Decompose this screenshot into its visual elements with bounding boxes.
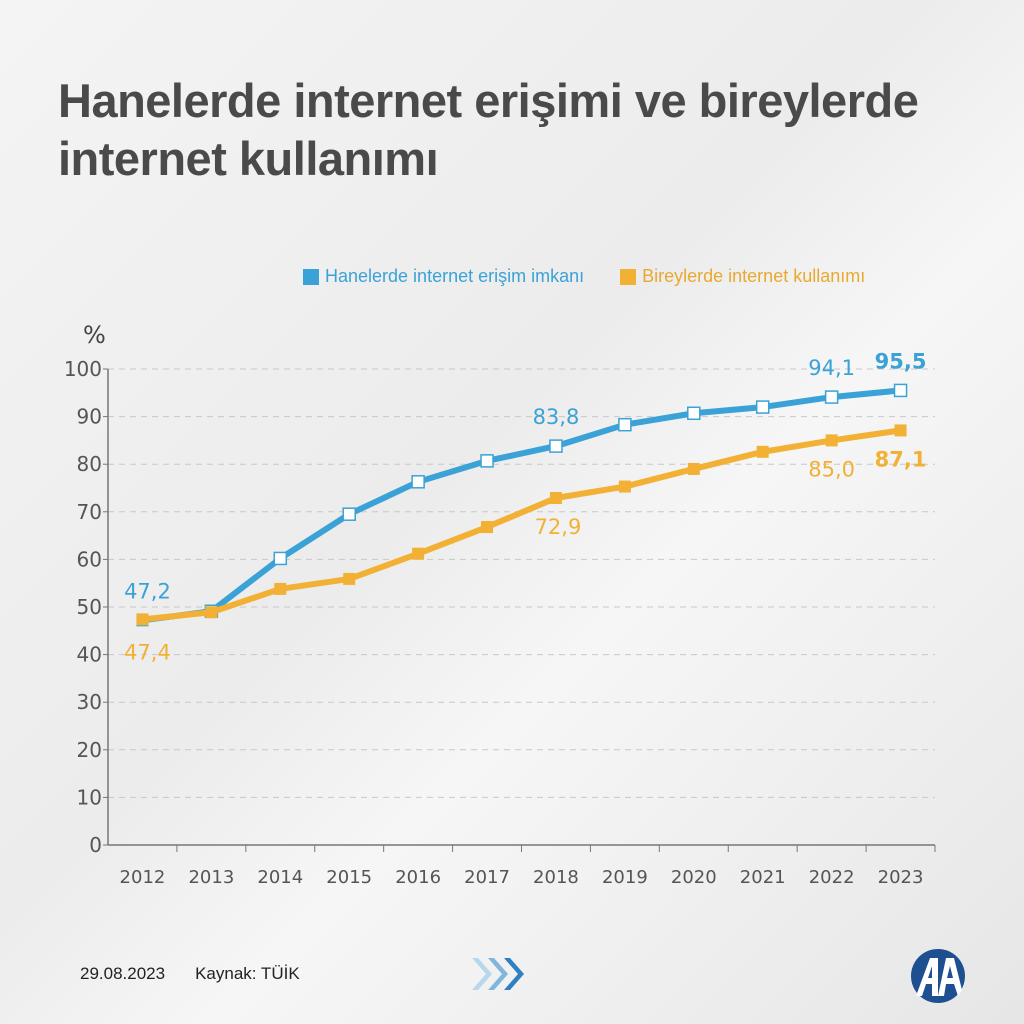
data-label: 94,1 <box>808 356 855 380</box>
data-point <box>755 400 770 414</box>
legend-label: Hanelerde internet erişim imkanı <box>325 266 585 286</box>
y-tick-label: 100 <box>64 357 102 381</box>
x-tick-label: 2014 <box>257 867 303 888</box>
footer: 29.08.2023 Kaynak: TÜİK <box>80 964 300 984</box>
data-label: 87,1 <box>875 447 927 471</box>
y-tick-label: 10 <box>77 785 102 809</box>
data-point <box>342 507 356 521</box>
y-axis-label: % <box>83 321 106 349</box>
legend-swatch-orange <box>620 268 637 285</box>
y-tick-label: 30 <box>77 690 102 714</box>
y-tick-label: 20 <box>77 738 102 762</box>
y-tick-label: 40 <box>77 643 102 667</box>
y-tick-label: 70 <box>77 500 102 524</box>
series-line-1 <box>142 427 901 623</box>
data-point <box>687 462 700 475</box>
data-point <box>205 606 218 619</box>
page-title: Hanelerde internet erişimi ve bireylerde… <box>58 74 919 185</box>
data-point <box>618 480 631 493</box>
legend: Hanelerde internet erişim imkanı Bireyle… <box>303 266 865 287</box>
data-point <box>549 491 562 504</box>
data-label: 47,2 <box>124 579 171 603</box>
data-point <box>274 582 287 595</box>
data-point <box>136 613 149 626</box>
data-label: 85,0 <box>808 457 855 481</box>
data-point <box>412 547 425 560</box>
x-tick-label: 2018 <box>533 867 579 888</box>
data-point <box>824 390 839 404</box>
chevrons-icon <box>472 958 524 990</box>
x-tick-label: 2013 <box>188 867 234 888</box>
data-label: 47,4 <box>124 640 171 664</box>
x-tick-label: 2022 <box>809 867 855 888</box>
data-point <box>756 445 769 458</box>
y-tick-label: 60 <box>77 547 102 571</box>
data-point <box>273 551 288 566</box>
legend-item-individuals: Bireylerde internet kullanımı <box>620 266 865 287</box>
x-tick-label: 2017 <box>464 867 510 888</box>
data-point <box>481 521 494 534</box>
data-point <box>893 383 908 398</box>
source: Kaynak: TÜİK <box>195 964 300 983</box>
data-point <box>343 572 356 585</box>
legend-label: Bireylerde internet kullanımı <box>642 266 866 286</box>
data-point <box>618 417 632 432</box>
x-tick-label: 2020 <box>671 867 717 888</box>
x-tick-label: 2016 <box>395 867 441 888</box>
y-tick-label: 90 <box>77 405 102 429</box>
data-point <box>894 424 907 437</box>
data-label: 83,8 <box>533 405 580 429</box>
series-line-0 <box>142 387 901 624</box>
data-point <box>687 406 701 421</box>
data-label: 95,5 <box>875 349 927 373</box>
y-tick-label: 50 <box>77 595 102 619</box>
data-point <box>480 454 494 468</box>
y-tick-label: 0 <box>89 833 102 857</box>
aa-logo-icon <box>911 949 965 1003</box>
legend-swatch-blue <box>303 268 319 285</box>
legend-item-households: Hanelerde internet erişim imkanı <box>303 266 584 287</box>
data-point <box>411 475 425 489</box>
x-tick-label: 2023 <box>878 867 924 888</box>
y-tick-label: 80 <box>77 452 102 476</box>
x-tick-label: 2012 <box>120 867 166 888</box>
data-point <box>549 439 563 453</box>
x-tick-label: 2015 <box>326 867 372 888</box>
data-point <box>825 434 838 447</box>
x-tick-label: 2021 <box>740 867 786 888</box>
x-tick-label: 2019 <box>602 867 648 888</box>
date: 29.08.2023 <box>80 964 166 983</box>
data-label: 72,9 <box>535 515 582 539</box>
